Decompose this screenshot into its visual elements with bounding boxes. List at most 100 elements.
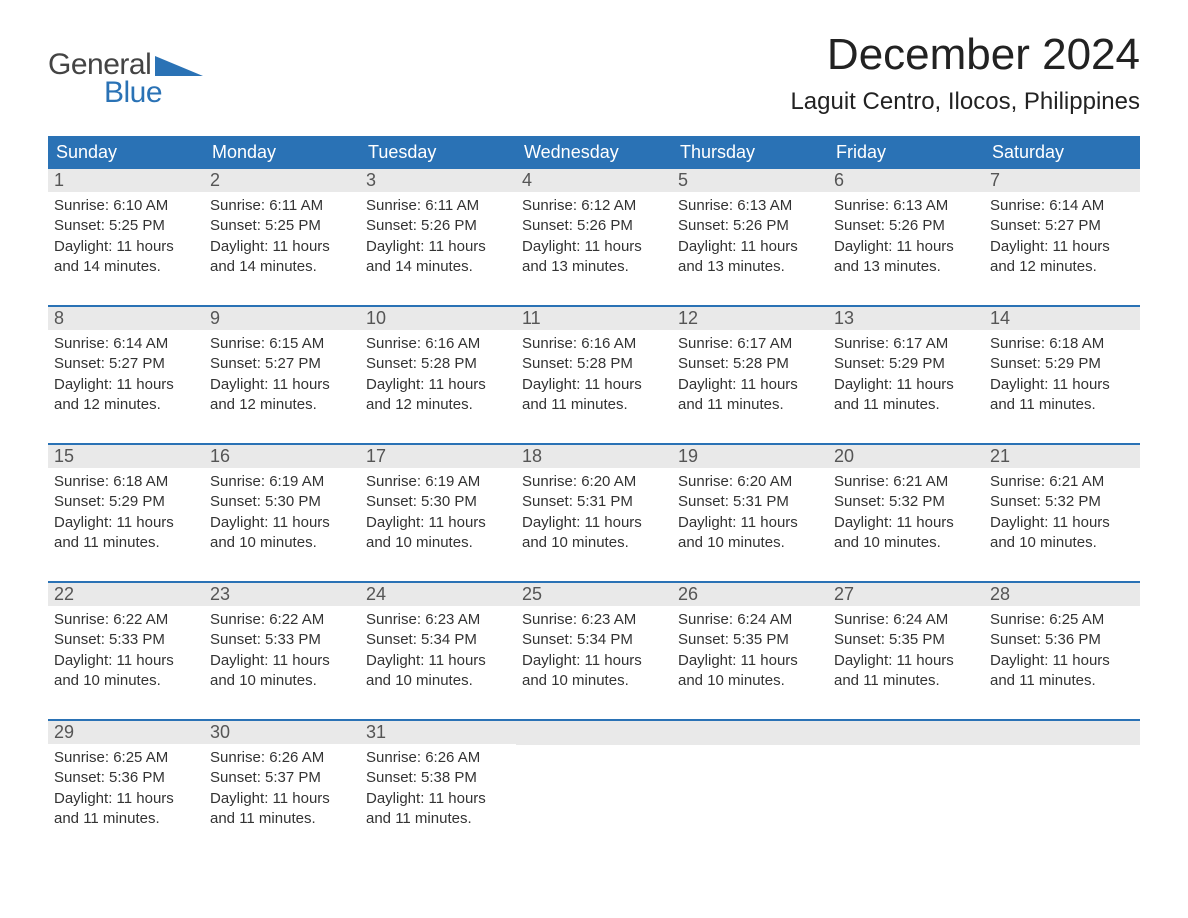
day-details: Sunrise: 6:18 AMSunset: 5:29 PMDaylight:… bbox=[984, 330, 1140, 421]
day-details: Sunrise: 6:21 AMSunset: 5:32 PMDaylight:… bbox=[828, 468, 984, 559]
day-daylight2: and 11 minutes. bbox=[522, 395, 666, 415]
day-details: Sunrise: 6:26 AMSunset: 5:37 PMDaylight:… bbox=[204, 744, 360, 835]
day-daylight1: Daylight: 11 hours bbox=[678, 651, 822, 671]
day-daylight1: Daylight: 11 hours bbox=[990, 237, 1134, 257]
day-daylight1: Daylight: 11 hours bbox=[210, 651, 354, 671]
day-sunrise: Sunrise: 6:13 AM bbox=[834, 196, 978, 216]
day-number: 5 bbox=[672, 169, 828, 192]
day-daylight1: Daylight: 11 hours bbox=[54, 651, 198, 671]
day-sunset: Sunset: 5:35 PM bbox=[678, 630, 822, 650]
day-sunrise: Sunrise: 6:13 AM bbox=[678, 196, 822, 216]
calendar-day: 29Sunrise: 6:25 AMSunset: 5:36 PMDayligh… bbox=[48, 721, 204, 839]
calendar-day: 30Sunrise: 6:26 AMSunset: 5:37 PMDayligh… bbox=[204, 721, 360, 839]
day-details: Sunrise: 6:22 AMSunset: 5:33 PMDaylight:… bbox=[204, 606, 360, 697]
day-daylight2: and 11 minutes. bbox=[990, 395, 1134, 415]
day-number: 2 bbox=[204, 169, 360, 192]
day-sunrise: Sunrise: 6:22 AM bbox=[54, 610, 198, 630]
day-details: Sunrise: 6:25 AMSunset: 5:36 PMDaylight:… bbox=[48, 744, 204, 835]
day-daylight1: Daylight: 11 hours bbox=[54, 513, 198, 533]
day-number: 27 bbox=[828, 583, 984, 606]
day-details: Sunrise: 6:14 AMSunset: 5:27 PMDaylight:… bbox=[984, 192, 1140, 283]
day-daylight1: Daylight: 11 hours bbox=[54, 237, 198, 257]
day-number: 13 bbox=[828, 307, 984, 330]
location-subtitle: Laguit Centro, Ilocos, Philippines bbox=[790, 88, 1140, 116]
day-daylight1: Daylight: 11 hours bbox=[366, 237, 510, 257]
day-sunset: Sunset: 5:26 PM bbox=[834, 216, 978, 236]
logo: General Blue bbox=[48, 48, 203, 110]
day-number: 24 bbox=[360, 583, 516, 606]
day-daylight1: Daylight: 11 hours bbox=[522, 651, 666, 671]
day-number: 18 bbox=[516, 445, 672, 468]
day-daylight1: Daylight: 11 hours bbox=[834, 651, 978, 671]
day-sunset: Sunset: 5:33 PM bbox=[210, 630, 354, 650]
day-number: 15 bbox=[48, 445, 204, 468]
day-details: Sunrise: 6:16 AMSunset: 5:28 PMDaylight:… bbox=[516, 330, 672, 421]
day-sunrise: Sunrise: 6:16 AM bbox=[522, 334, 666, 354]
calendar-day: 24Sunrise: 6:23 AMSunset: 5:34 PMDayligh… bbox=[360, 583, 516, 701]
day-sunrise: Sunrise: 6:24 AM bbox=[834, 610, 978, 630]
day-number: 23 bbox=[204, 583, 360, 606]
calendar-day: 12Sunrise: 6:17 AMSunset: 5:28 PMDayligh… bbox=[672, 307, 828, 425]
day-sunset: Sunset: 5:30 PM bbox=[366, 492, 510, 512]
day-number bbox=[828, 721, 984, 745]
day-sunrise: Sunrise: 6:19 AM bbox=[366, 472, 510, 492]
day-sunset: Sunset: 5:28 PM bbox=[522, 354, 666, 374]
day-sunset: Sunset: 5:26 PM bbox=[522, 216, 666, 236]
day-number: 16 bbox=[204, 445, 360, 468]
month-title: December 2024 bbox=[790, 30, 1140, 80]
day-sunset: Sunset: 5:33 PM bbox=[54, 630, 198, 650]
day-number: 11 bbox=[516, 307, 672, 330]
calendar-day: 11Sunrise: 6:16 AMSunset: 5:28 PMDayligh… bbox=[516, 307, 672, 425]
day-daylight2: and 11 minutes. bbox=[834, 395, 978, 415]
day-sunrise: Sunrise: 6:22 AM bbox=[210, 610, 354, 630]
day-sunrise: Sunrise: 6:12 AM bbox=[522, 196, 666, 216]
day-details: Sunrise: 6:24 AMSunset: 5:35 PMDaylight:… bbox=[828, 606, 984, 697]
day-daylight2: and 14 minutes. bbox=[54, 257, 198, 277]
day-sunset: Sunset: 5:31 PM bbox=[522, 492, 666, 512]
day-sunrise: Sunrise: 6:11 AM bbox=[210, 196, 354, 216]
day-sunset: Sunset: 5:26 PM bbox=[678, 216, 822, 236]
calendar: Sunday Monday Tuesday Wednesday Thursday… bbox=[48, 136, 1140, 839]
calendar-day: 20Sunrise: 6:21 AMSunset: 5:32 PMDayligh… bbox=[828, 445, 984, 563]
day-sunset: Sunset: 5:27 PM bbox=[210, 354, 354, 374]
day-daylight2: and 11 minutes. bbox=[678, 395, 822, 415]
day-details: Sunrise: 6:22 AMSunset: 5:33 PMDaylight:… bbox=[48, 606, 204, 697]
calendar-day: 8Sunrise: 6:14 AMSunset: 5:27 PMDaylight… bbox=[48, 307, 204, 425]
day-daylight1: Daylight: 11 hours bbox=[366, 651, 510, 671]
day-header-tuesday: Tuesday bbox=[360, 136, 516, 169]
day-details: Sunrise: 6:19 AMSunset: 5:30 PMDaylight:… bbox=[360, 468, 516, 559]
day-sunrise: Sunrise: 6:24 AM bbox=[678, 610, 822, 630]
day-daylight2: and 14 minutes. bbox=[210, 257, 354, 277]
calendar-week: 1Sunrise: 6:10 AMSunset: 5:25 PMDaylight… bbox=[48, 169, 1140, 287]
day-sunrise: Sunrise: 6:26 AM bbox=[210, 748, 354, 768]
day-details: Sunrise: 6:17 AMSunset: 5:28 PMDaylight:… bbox=[672, 330, 828, 421]
day-sunset: Sunset: 5:34 PM bbox=[522, 630, 666, 650]
day-number: 25 bbox=[516, 583, 672, 606]
calendar-week: 15Sunrise: 6:18 AMSunset: 5:29 PMDayligh… bbox=[48, 443, 1140, 563]
day-daylight2: and 10 minutes. bbox=[54, 671, 198, 691]
day-details: Sunrise: 6:12 AMSunset: 5:26 PMDaylight:… bbox=[516, 192, 672, 283]
day-sunset: Sunset: 5:37 PM bbox=[210, 768, 354, 788]
day-daylight2: and 10 minutes. bbox=[990, 533, 1134, 553]
day-number: 4 bbox=[516, 169, 672, 192]
day-header-monday: Monday bbox=[204, 136, 360, 169]
day-sunset: Sunset: 5:27 PM bbox=[54, 354, 198, 374]
day-daylight2: and 10 minutes. bbox=[210, 671, 354, 691]
day-daylight2: and 12 minutes. bbox=[210, 395, 354, 415]
day-number bbox=[672, 721, 828, 745]
day-number: 31 bbox=[360, 721, 516, 744]
day-daylight2: and 11 minutes. bbox=[54, 809, 198, 829]
day-details: Sunrise: 6:25 AMSunset: 5:36 PMDaylight:… bbox=[984, 606, 1140, 697]
logo-triangle-icon bbox=[155, 56, 203, 76]
day-sunrise: Sunrise: 6:23 AM bbox=[366, 610, 510, 630]
day-number: 1 bbox=[48, 169, 204, 192]
day-daylight1: Daylight: 11 hours bbox=[522, 237, 666, 257]
day-header-wednesday: Wednesday bbox=[516, 136, 672, 169]
day-sunset: Sunset: 5:29 PM bbox=[990, 354, 1134, 374]
day-sunset: Sunset: 5:29 PM bbox=[834, 354, 978, 374]
day-sunset: Sunset: 5:29 PM bbox=[54, 492, 198, 512]
day-sunrise: Sunrise: 6:11 AM bbox=[366, 196, 510, 216]
day-daylight1: Daylight: 11 hours bbox=[678, 375, 822, 395]
day-sunrise: Sunrise: 6:17 AM bbox=[678, 334, 822, 354]
day-header-thursday: Thursday bbox=[672, 136, 828, 169]
